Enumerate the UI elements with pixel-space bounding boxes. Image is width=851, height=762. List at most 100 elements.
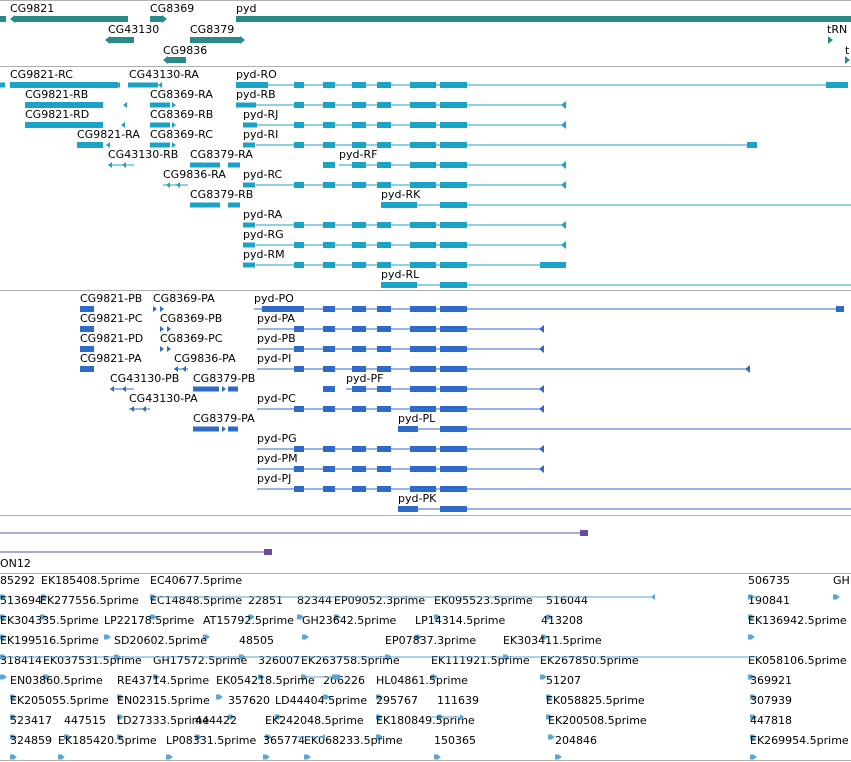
- exon-block[interactable]: [323, 262, 335, 268]
- exon-block[interactable]: [440, 306, 467, 312]
- exon-block[interactable]: [236, 82, 268, 88]
- est-label[interactable]: EP09052.3prime: [334, 594, 425, 607]
- est-label[interactable]: 190841: [748, 594, 790, 607]
- gene-label[interactable]: CG8379: [190, 23, 234, 36]
- protein-label[interactable]: CG9821-PB: [80, 292, 142, 305]
- est-read[interactable]: [117, 714, 121, 720]
- exon-block[interactable]: [410, 446, 436, 452]
- exon-block[interactable]: [410, 222, 436, 228]
- est-read[interactable]: [750, 714, 754, 720]
- exon-block[interactable]: [228, 162, 240, 168]
- est-read[interactable]: [216, 694, 220, 700]
- exon-block[interactable]: [323, 366, 335, 372]
- protein-label[interactable]: pyd-PO: [254, 292, 294, 305]
- exon-block[interactable]: [294, 82, 304, 88]
- exon-block[interactable]: [323, 82, 335, 88]
- exon-block[interactable]: [80, 366, 94, 372]
- exon-block[interactable]: [294, 366, 304, 372]
- exon-block[interactable]: [410, 122, 436, 128]
- exon-block[interactable]: [352, 346, 366, 352]
- exon-block[interactable]: [352, 446, 366, 452]
- protein-label[interactable]: pyd-PG: [257, 432, 297, 445]
- est-label[interactable]: SD20602.5prime: [114, 634, 207, 647]
- est-read[interactable]: [228, 714, 232, 720]
- est-label[interactable]: EK277556.5prime: [40, 594, 139, 607]
- protein-label[interactable]: CG8369-PB: [160, 312, 222, 325]
- est-read[interactable]: [10, 694, 14, 700]
- exon-block[interactable]: [377, 242, 391, 248]
- exon-block[interactable]: [352, 366, 366, 372]
- exon-block[interactable]: [323, 446, 335, 452]
- exon-block[interactable]: [294, 122, 304, 128]
- exon-block[interactable]: [323, 182, 335, 188]
- exon-block[interactable]: [377, 386, 391, 392]
- transcript-label[interactable]: pyd-RJ: [243, 108, 278, 121]
- exon-block[interactable]: [25, 122, 103, 128]
- exon-block[interactable]: [377, 142, 391, 148]
- est-label[interactable]: 413208: [541, 614, 583, 627]
- exon-block[interactable]: [440, 202, 467, 208]
- exon-block[interactable]: [10, 82, 118, 88]
- exon-block[interactable]: [323, 222, 335, 228]
- est-label[interactable]: 51207: [546, 674, 581, 687]
- est-label[interactable]: LP14314.5prime: [415, 614, 506, 627]
- est-read[interactable]: [0, 594, 4, 600]
- exon-block[interactable]: [440, 242, 467, 248]
- exon-block[interactable]: [440, 446, 467, 452]
- exon-block[interactable]: [190, 202, 220, 208]
- est-read[interactable]: [150, 614, 154, 620]
- protein-label[interactable]: pyd-PI: [257, 352, 291, 365]
- exon-block[interactable]: [440, 142, 467, 148]
- exon-block[interactable]: [377, 82, 391, 88]
- exon-block[interactable]: [228, 386, 238, 392]
- protein-label[interactable]: pyd-PL: [398, 412, 436, 425]
- exon-block[interactable]: [150, 102, 170, 108]
- exon-block[interactable]: [294, 466, 304, 472]
- est-label[interactable]: 48505: [239, 634, 274, 647]
- est-read[interactable]: [117, 734, 121, 740]
- exon-block[interactable]: [377, 262, 391, 268]
- exon-block[interactable]: [294, 102, 304, 108]
- exon-block[interactable]: [323, 142, 335, 148]
- transcript-label[interactable]: CG8379-RA: [190, 148, 253, 161]
- est-read[interactable]: [323, 694, 327, 700]
- est-read[interactable]: [376, 714, 380, 720]
- est-read[interactable]: [750, 754, 754, 760]
- exon-block[interactable]: [80, 306, 94, 312]
- gene-model[interactable]: [190, 37, 240, 43]
- est-read[interactable]: [43, 674, 47, 680]
- exon-block[interactable]: [377, 446, 391, 452]
- est-read[interactable]: [263, 754, 267, 760]
- est-label[interactable]: EK199516.5prime: [0, 634, 99, 647]
- exon-block[interactable]: [377, 466, 391, 472]
- gene-label[interactable]: t: [845, 44, 850, 57]
- exon-block[interactable]: [398, 426, 418, 432]
- protein-label[interactable]: CG8379-PA: [193, 412, 255, 425]
- est-label[interactable]: EK185408.5prime: [41, 574, 140, 587]
- est-read[interactable]: [546, 714, 550, 720]
- exon-block[interactable]: [440, 386, 467, 392]
- est-read[interactable]: [546, 694, 550, 700]
- est-read[interactable]: [297, 614, 301, 620]
- exon-block[interactable]: [323, 306, 335, 312]
- est-label[interactable]: EN02315.5prime: [117, 694, 210, 707]
- protein-label[interactable]: pyd-PA: [257, 312, 295, 325]
- protein-label[interactable]: CG43130-PB: [110, 372, 179, 385]
- est-label[interactable]: EK242048.5prime: [265, 714, 364, 727]
- exon-block[interactable]: [410, 162, 436, 168]
- est-label[interactable]: 307939: [750, 694, 792, 707]
- exon-block[interactable]: [747, 142, 757, 148]
- est-label[interactable]: 85292: [0, 574, 35, 587]
- est-label[interactable]: EC14848.5prime: [150, 594, 242, 607]
- gene-label[interactable]: CG9821: [10, 2, 54, 15]
- exon-block[interactable]: [352, 122, 366, 128]
- est-read[interactable]: [434, 754, 438, 760]
- protein-label[interactable]: pyd-PJ: [257, 472, 291, 485]
- est-read[interactable]: [64, 734, 68, 740]
- transcript-label[interactable]: CG9821-RD: [25, 108, 89, 121]
- transcript-label[interactable]: pyd-RI: [243, 128, 278, 141]
- est-label[interactable]: EK095523.5prime: [434, 594, 533, 607]
- exon-block[interactable]: [323, 242, 335, 248]
- transcript-label[interactable]: pyd-RM: [243, 248, 285, 261]
- exon-block[interactable]: [190, 162, 220, 168]
